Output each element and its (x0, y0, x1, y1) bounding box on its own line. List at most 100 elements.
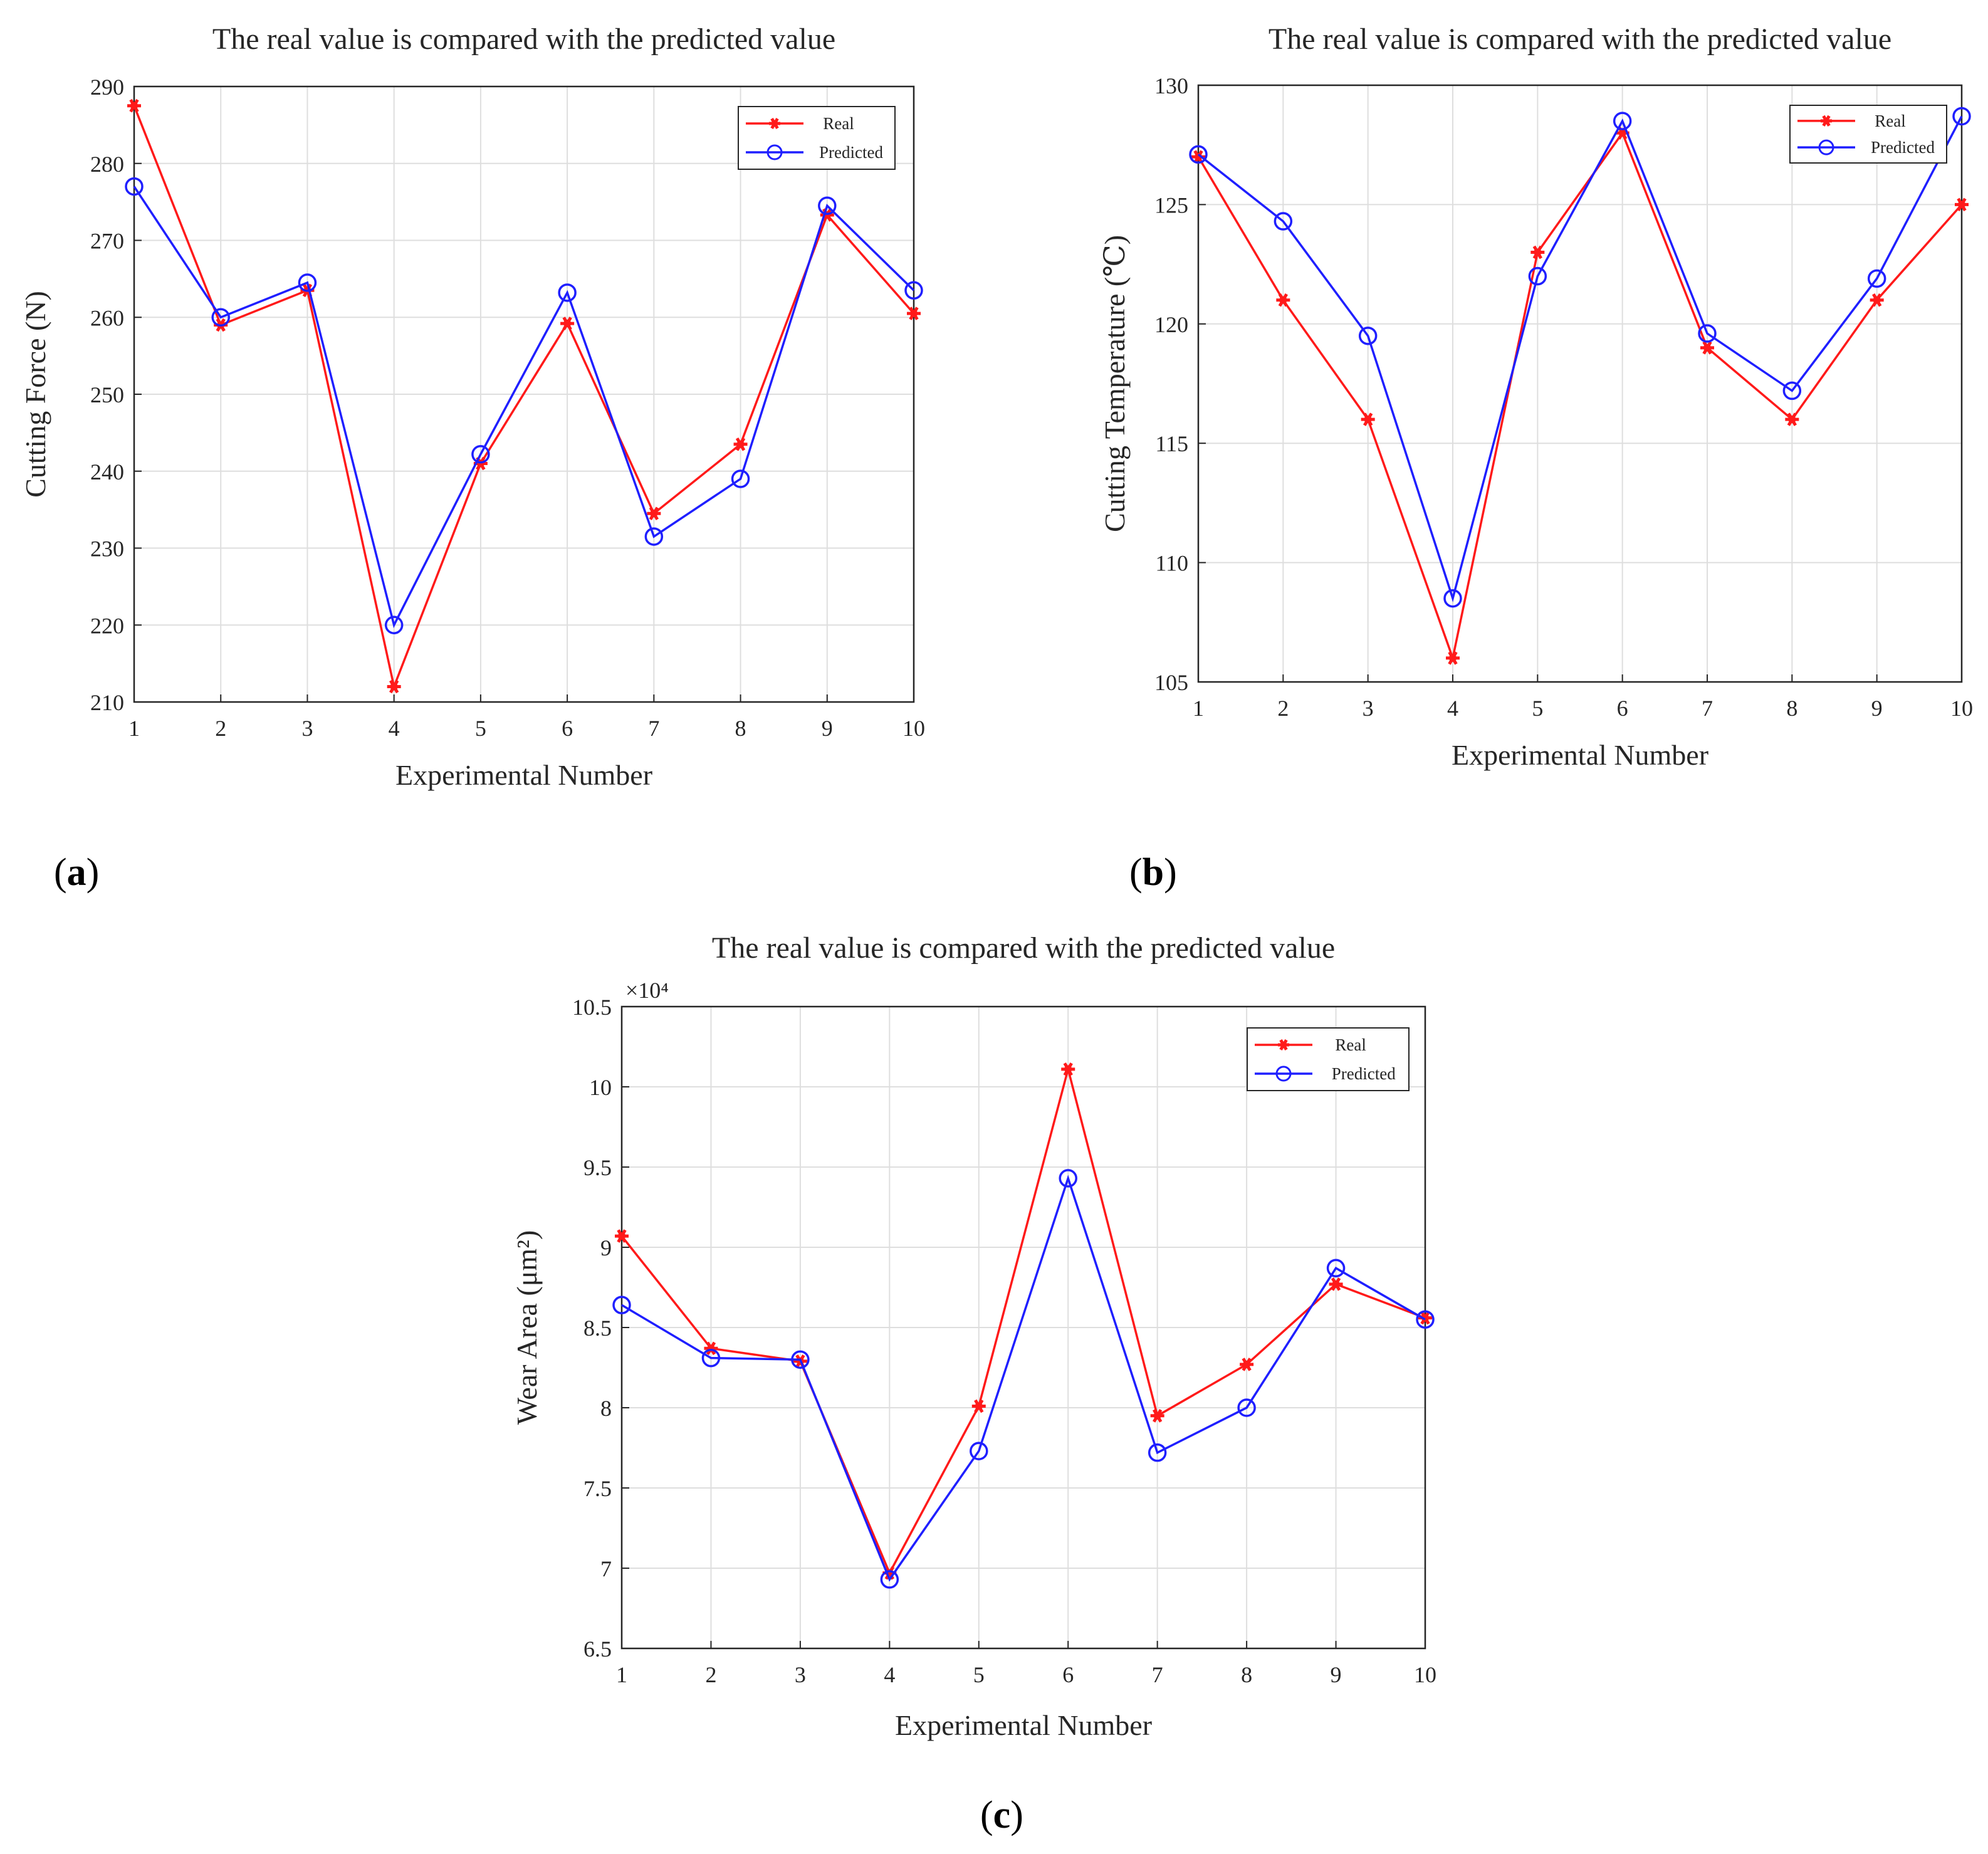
chart-a: 1 2 3 4 5 6 7 8 9 10 210 220 230 240 250 260 270 280 290 Th… (19, 23, 925, 791)
x-tick-label: 10 (1950, 696, 1973, 721)
ticks: 1 2 3 4 5 6 7 8 9 10 105 110 115 120 125 130 (1154, 73, 1973, 721)
panel-label-c: (c) (980, 1794, 1023, 1836)
data-point-real (1276, 293, 1290, 307)
data-point-predicted (1782, 381, 1802, 401)
x-tick-label: 1 (616, 1662, 627, 1687)
y-tick-label: 9 (600, 1235, 612, 1260)
y-tick-label: 115 (1155, 431, 1188, 456)
data-point-predicted (1059, 1169, 1077, 1188)
data-point-real (615, 1229, 629, 1243)
chart-title: The real value is compared with the pred… (1269, 23, 1891, 56)
data-point-real (1240, 1358, 1254, 1371)
data-point-real (1700, 341, 1714, 355)
data-point-predicted (1698, 324, 1717, 343)
data-point-predicted (1237, 1398, 1256, 1417)
y-tick-label: 8.5 (583, 1316, 612, 1341)
data-point-predicted (818, 196, 837, 216)
y-tick-label: 9.5 (583, 1155, 612, 1180)
data-point-predicted (558, 283, 577, 302)
series-line-predicted (133, 186, 915, 629)
x-tick-label: 1 (1193, 696, 1204, 721)
legend-label-real: Real (1335, 1035, 1366, 1054)
ticks: 1 2 3 4 5 6 7 8 9 10 210 220 230 240 250 260 270 280 290 (90, 75, 925, 741)
legend-label-predicted: Predicted (1871, 138, 1935, 157)
panel-label-letter: c (993, 1794, 1011, 1836)
legend-label-predicted: Predicted (1332, 1064, 1396, 1083)
y-axis-label: Cutting Temperature (℃) (1099, 235, 1131, 532)
data-point-predicted (384, 615, 404, 634)
y-tick-label: 250 (90, 382, 124, 407)
data-point-real (1446, 651, 1460, 665)
series-real (127, 98, 921, 694)
series-predicted (125, 177, 923, 634)
data-point-predicted (1274, 212, 1293, 231)
panel-label-b: (b) (1129, 851, 1177, 894)
series-line-real (1197, 130, 1963, 663)
x-tick-label: 1 (128, 716, 140, 741)
series-real (615, 1062, 1432, 1580)
legend: Real Predicted (738, 106, 896, 170)
panel-label-letter: a (67, 851, 86, 894)
data-point-real (733, 437, 748, 451)
y-tick-label: 260 (90, 305, 124, 330)
data-point-predicted (1613, 112, 1632, 130)
x-tick-label: 6 (562, 716, 573, 741)
y-tick-label: 280 (90, 152, 124, 177)
y-tick-label: 120 (1154, 312, 1188, 337)
data-point-predicted (1867, 269, 1886, 288)
series-line-real (620, 1064, 1426, 1576)
data-point-predicted (880, 1570, 899, 1589)
series-line-predicted (621, 1175, 1426, 1582)
x-tick-label: 5 (1532, 696, 1543, 721)
data-point-real (1329, 1277, 1343, 1291)
series-predicted (1189, 107, 1971, 608)
x-tick-label: 8 (1786, 696, 1797, 721)
chart-title: The real value is compared with the pred… (712, 931, 1335, 965)
x-tick-label: 7 (648, 716, 659, 741)
legend-box (738, 106, 896, 170)
y-tick-label: 110 (1155, 551, 1188, 576)
x-tick-label: 6 (1062, 1662, 1074, 1687)
data-point-predicted (644, 527, 664, 546)
y-tick-label: 210 (90, 690, 124, 715)
x-tick-label: 9 (1331, 1662, 1342, 1687)
plot-area (1198, 85, 1962, 682)
data-point-predicted (970, 1442, 988, 1460)
x-tick-label: 4 (1447, 696, 1458, 721)
data-point-predicted (211, 308, 230, 327)
y-axis-label: Wear Area (μm²) (511, 1230, 543, 1425)
panel-label-letter: b (1143, 851, 1164, 894)
data-point-real (1361, 412, 1375, 426)
y-tick-label: 7.5 (583, 1476, 612, 1501)
data-point-real (560, 317, 575, 330)
x-tick-label: 8 (735, 716, 746, 741)
legend: Real Predicted (1247, 1027, 1410, 1091)
data-point-real (647, 506, 661, 521)
series-predicted (612, 1169, 1435, 1589)
y-tick-label: 290 (90, 75, 124, 100)
data-point-real (1150, 1409, 1164, 1423)
x-tick-label: 3 (301, 716, 313, 741)
y-tick-label: 10.5 (572, 995, 612, 1020)
legend-marker-real (769, 117, 780, 130)
panel-label-a: (a) (54, 851, 99, 894)
data-point-real (907, 306, 921, 320)
data-point-real (1955, 197, 1969, 212)
data-point-real (1418, 1311, 1432, 1325)
y-tick-label: 105 (1154, 670, 1188, 695)
x-tick-label: 4 (884, 1662, 895, 1687)
data-point-predicted (701, 1348, 721, 1368)
ticks: 1 2 3 4 5 6 7 8 9 10 6.5 7 7.5 8 8.5 9 9.5 10 10.5 (572, 995, 1436, 1687)
data-point-real (971, 1399, 986, 1413)
x-axis-label: Experimental Number (395, 759, 652, 791)
data-point-real (1870, 293, 1884, 307)
y-tick-label: 8 (600, 1396, 612, 1421)
x-tick-label: 3 (795, 1662, 806, 1687)
data-point-real (127, 98, 141, 113)
data-point-predicted (612, 1296, 631, 1314)
data-point-predicted (298, 273, 317, 292)
y-axis-label: Cutting Force (N) (19, 291, 51, 498)
chart-title: The real value is compared with the pred… (212, 23, 835, 56)
data-point-predicted (471, 444, 490, 464)
